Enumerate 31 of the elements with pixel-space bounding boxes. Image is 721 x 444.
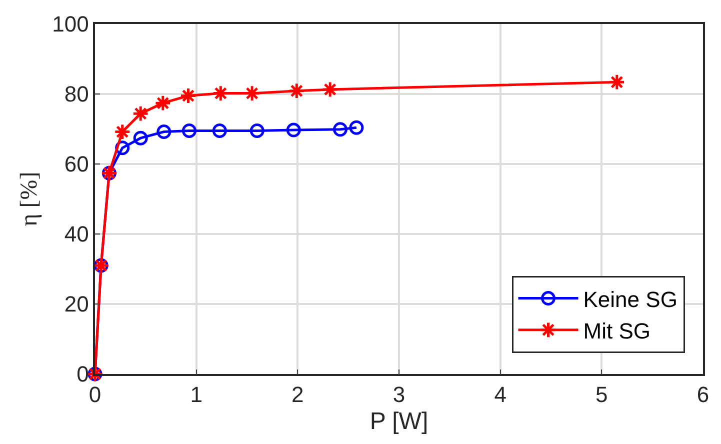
x-tick-label: 1: [190, 382, 202, 408]
point: [180, 87, 197, 104]
y-tick-label: 60: [64, 152, 89, 177]
point: [322, 81, 339, 98]
point: [156, 124, 172, 140]
y-tick-label: 0: [76, 362, 89, 387]
x-axis-title: P [W]: [370, 408, 428, 435]
x-tick-label: 6: [696, 382, 710, 408]
y-axis-title: η [%]: [16, 172, 43, 226]
point: [114, 123, 131, 140]
point: [133, 130, 148, 146]
y-tick-label: 40: [64, 222, 89, 247]
x-tick-label: 2: [292, 382, 304, 408]
legend-label: Keine SG: [583, 286, 678, 312]
point: [349, 120, 364, 135]
point: [608, 74, 626, 91]
x-tick-label: 5: [596, 382, 608, 408]
point: [286, 122, 301, 138]
point: [250, 124, 264, 138]
point: [212, 124, 227, 138]
point: [182, 124, 196, 138]
y-tick-label: 80: [64, 82, 89, 107]
x-tick-label: 3: [392, 382, 406, 408]
point: [132, 105, 150, 122]
y-tick-label: 20: [64, 292, 89, 317]
point: [332, 122, 348, 137]
legend-label: Mit SG: [583, 318, 650, 344]
point: [288, 82, 306, 100]
point: [154, 94, 172, 112]
x-tick-label: 4: [494, 382, 506, 408]
y-tick-label: 100: [52, 12, 89, 37]
